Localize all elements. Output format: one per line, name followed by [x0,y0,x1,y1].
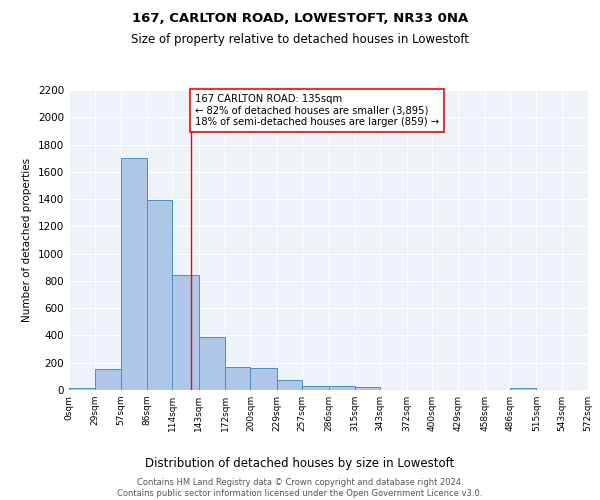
Bar [302,386,329,390]
Bar [121,158,147,390]
Text: Size of property relative to detached houses in Lowestoft: Size of property relative to detached ho… [131,32,469,46]
Text: Contains HM Land Registry data © Crown copyright and database right 2024.
Contai: Contains HM Land Registry data © Crown c… [118,478,482,498]
Bar [95,369,121,390]
Bar [225,367,250,390]
Text: Distribution of detached houses by size in Lowestoft: Distribution of detached houses by size … [145,458,455,470]
Text: 167, CARLTON ROAD, LOWESTOFT, NR33 0NA: 167, CARLTON ROAD, LOWESTOFT, NR33 0NA [132,12,468,26]
Text: 167 CARLTON ROAD: 135sqm
← 82% of detached houses are smaller (3,895)
18% of sem: 167 CARLTON ROAD: 135sqm ← 82% of detach… [195,94,439,128]
Bar [277,380,302,390]
Bar [199,337,225,390]
Bar [147,200,172,390]
Bar [355,388,380,390]
Bar [510,388,536,390]
Bar [250,368,277,390]
Y-axis label: Number of detached properties: Number of detached properties [22,158,32,322]
Bar [172,276,199,390]
Bar [69,388,95,390]
Bar [329,386,355,390]
